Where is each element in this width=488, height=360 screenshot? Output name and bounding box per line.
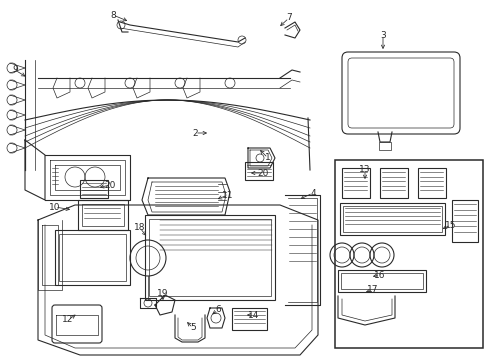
Text: 7: 7 [285,13,291,22]
Bar [78,200,128,230]
Text: 15: 15 [445,220,456,230]
Bar [55,230,130,285]
Bar [337,270,425,292]
Text: 14: 14 [248,310,259,320]
Text: 4: 4 [309,189,315,198]
Text: 13: 13 [359,166,370,175]
Text: 1: 1 [264,153,270,162]
Bar [341,168,369,198]
Bar [342,206,441,232]
Text: 2: 2 [192,129,198,138]
Bar [145,215,274,300]
Text: 8: 8 [110,10,116,19]
Bar [379,168,407,198]
Text: 3: 3 [379,31,385,40]
Text: 11: 11 [222,190,233,199]
Text: 19: 19 [157,288,168,297]
Text: 12: 12 [62,315,74,324]
Bar [244,162,272,180]
Bar [59,234,126,281]
Bar [334,160,482,348]
Bar [417,168,445,198]
Text: 5: 5 [190,324,196,333]
Bar [80,180,108,198]
Bar [451,200,477,242]
Bar [231,308,266,330]
Text: 18: 18 [134,224,145,233]
Text: 20: 20 [104,180,116,189]
Text: 6: 6 [215,306,221,315]
Text: 10: 10 [49,202,61,211]
Text: 17: 17 [366,285,378,294]
Bar [340,273,422,289]
Bar [378,142,390,150]
Bar [339,203,444,235]
Bar [149,219,270,296]
Text: 20: 20 [257,168,268,177]
Bar [82,204,124,226]
Text: 9: 9 [12,66,18,75]
Text: 16: 16 [373,270,385,279]
